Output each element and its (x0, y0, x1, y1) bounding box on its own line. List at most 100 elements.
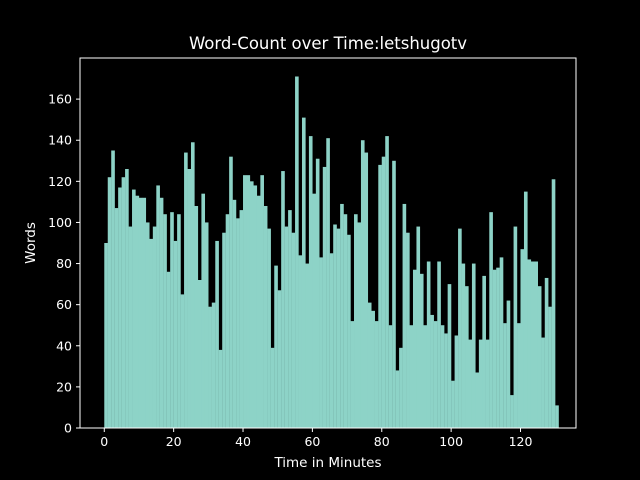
bar-minute-69 (343, 214, 348, 428)
bar-minute-106 (471, 263, 476, 428)
bar-minute-47 (267, 228, 271, 428)
bar-minute-113 (496, 267, 500, 428)
x-tick-label: 40 (235, 434, 251, 449)
bar-minute-72 (354, 214, 358, 428)
bar-minute-109 (482, 275, 486, 428)
bar-minute-120 (520, 249, 525, 428)
bar-minute-126 (541, 337, 545, 428)
bar-minute-2 (111, 150, 115, 428)
bar-minute-7 (128, 226, 133, 428)
y-tick-label: 0 (64, 421, 72, 436)
bar-minute-85 (399, 347, 403, 428)
bar-minute-93 (426, 261, 431, 428)
bar-minute-108 (478, 339, 483, 428)
bar-minute-41 (246, 175, 251, 428)
bar-minute-3 (114, 208, 119, 428)
bar-minute-20 (173, 240, 178, 428)
bar-minute-88 (409, 325, 414, 428)
bar-minute-40 (243, 175, 247, 428)
bar-minute-71 (350, 321, 355, 428)
bar-minute-121 (523, 191, 528, 428)
bar-minute-76 (367, 302, 372, 428)
bar-minute-112 (492, 269, 497, 428)
bar-minute-1 (107, 177, 112, 428)
bar-minute-34 (222, 232, 226, 428)
bar-minute-87 (406, 232, 410, 428)
y-tick-label: 100 (48, 215, 72, 230)
x-axis-ticks: 0 20 40 60 80 100 120 (100, 428, 532, 449)
bar-minute-103 (461, 263, 466, 428)
bar-minute-82 (388, 325, 393, 428)
bar-minute-29 (204, 222, 209, 428)
bar-minute-42 (249, 181, 254, 428)
bar-minute-5 (121, 177, 126, 428)
bar-minute-92 (423, 325, 427, 428)
bar-minute-110 (485, 339, 490, 428)
bar-minute-75 (364, 152, 369, 428)
bar-minute-68 (340, 203, 344, 428)
bar-minute-13 (149, 238, 153, 428)
bar-minute-62 (319, 257, 323, 428)
x-tick-label: 0 (100, 434, 108, 449)
bar-minute-96 (437, 261, 441, 428)
x-axis-label: Time in Minutes (273, 455, 381, 471)
bar-minute-15 (156, 185, 160, 428)
y-tick-label: 140 (48, 133, 72, 148)
bar-minute-37 (232, 199, 237, 428)
bar-minute-98 (444, 333, 448, 428)
bar-minute-53 (288, 210, 292, 428)
bar-minute-70 (347, 234, 351, 428)
bar-minute-74 (360, 140, 365, 428)
bar-minute-24 (187, 169, 192, 428)
bar-minute-97 (440, 325, 445, 428)
bar-minute-114 (499, 257, 504, 428)
bar-minute-130 (555, 405, 559, 428)
bar-minute-61 (315, 158, 320, 428)
x-tick-label: 60 (304, 434, 320, 449)
bar-minute-124 (534, 261, 538, 428)
bar-minute-6 (125, 169, 129, 428)
bar-minute-8 (132, 189, 136, 428)
bar-minute-18 (166, 271, 171, 428)
bar-minute-63 (322, 166, 327, 428)
bar-minute-32 (215, 240, 219, 428)
plot-area-frame (79, 57, 577, 429)
bar-minute-14 (152, 226, 157, 428)
bar-minute-48 (270, 347, 275, 428)
bar-minute-105 (468, 339, 473, 428)
bar-minute-115 (503, 323, 507, 428)
bar-minute-78 (374, 321, 379, 428)
bar-minute-21 (177, 214, 181, 428)
bar-minute-89 (412, 269, 417, 428)
bar-minute-107 (475, 372, 480, 428)
bars-group (104, 76, 559, 429)
bar-minute-100 (451, 380, 455, 428)
bar-minute-0 (104, 243, 108, 428)
bar-minute-35 (225, 214, 230, 428)
bar-minute-77 (371, 310, 375, 428)
bar-minute-80 (381, 156, 386, 429)
bar-minute-10 (138, 197, 143, 428)
bar-minute-57 (301, 117, 306, 429)
bar-minute-67 (336, 228, 341, 428)
bar-minute-44 (256, 195, 261, 428)
bar-minute-39 (239, 210, 244, 428)
bar-minute-31 (211, 302, 216, 428)
bar-minute-59 (308, 136, 313, 429)
bar-minute-116 (506, 300, 511, 428)
bar-minute-58 (305, 263, 310, 428)
bar-minute-81 (385, 136, 389, 429)
y-axis-label: Words (23, 222, 39, 264)
bar-minute-94 (430, 314, 434, 428)
bar-minute-91 (419, 273, 424, 428)
y-axis-ticks: 0 20 40 60 80 100 120 140 160 (48, 92, 80, 436)
x-tick-label: 80 (374, 434, 390, 449)
bar-minute-46 (263, 206, 268, 428)
bar-minute-111 (489, 212, 493, 428)
y-tick-label: 120 (48, 174, 72, 189)
bar-minute-30 (208, 306, 212, 428)
bar-minute-56 (298, 255, 303, 428)
bar-minute-84 (395, 370, 400, 428)
x-tick-label: 20 (166, 434, 182, 449)
